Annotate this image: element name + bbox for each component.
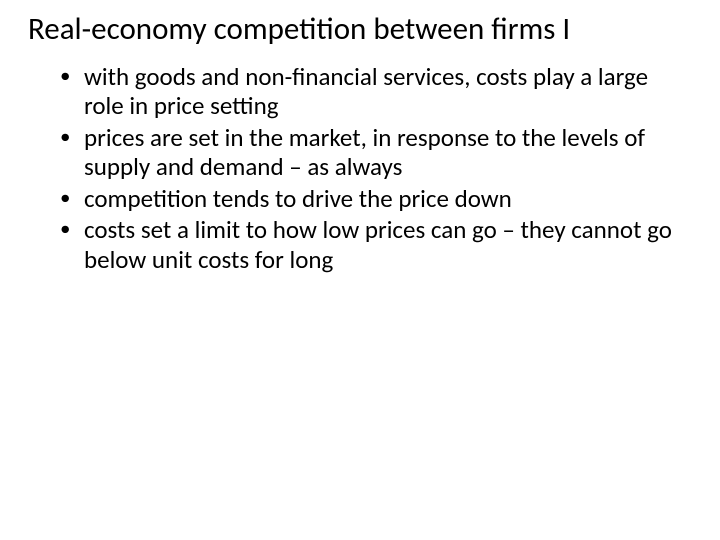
slide-container: Real-economy competition between firms I… (0, 0, 720, 540)
list-item: competition tends to drive the price dow… (60, 184, 682, 214)
list-item: costs set a limit to how low prices can … (60, 215, 682, 274)
list-item: prices are set in the market, in respons… (60, 123, 682, 182)
bullet-list: with goods and non-financial services, c… (28, 62, 692, 275)
list-item: with goods and non-financial services, c… (60, 62, 682, 121)
slide-title: Real-economy competition between firms I (28, 12, 692, 48)
